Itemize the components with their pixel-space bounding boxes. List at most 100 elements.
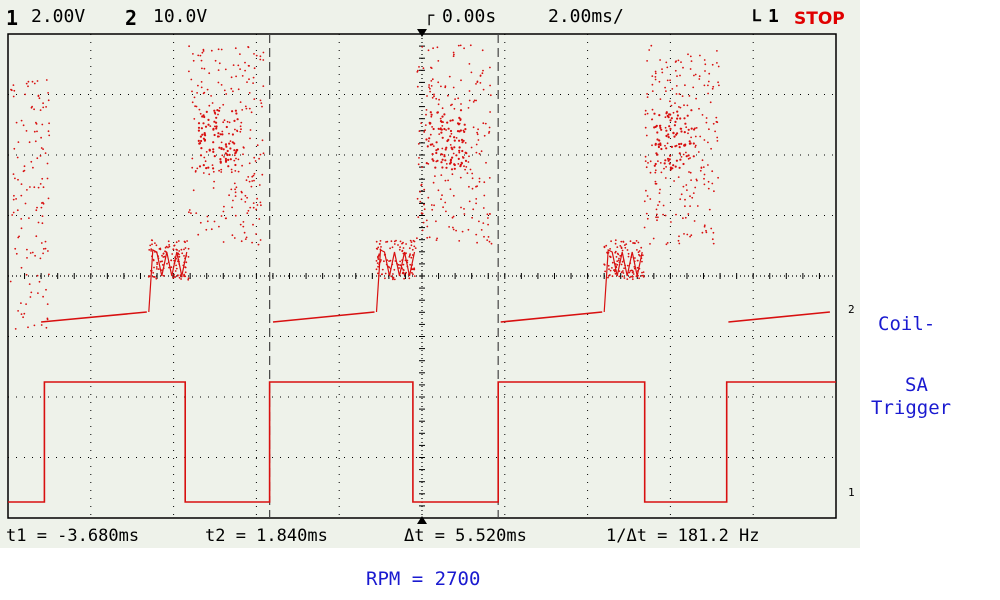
coil-sample-dot [416,237,418,240]
coil-sample-dot [261,139,264,142]
coil-sample-dot [685,155,688,158]
coil-sample-dot [620,240,623,243]
coil-sample-dot [664,177,667,179]
coil-sample-dot [220,141,223,144]
coil-sample-dot [37,292,39,294]
coil-sample-dot [678,152,681,155]
coil-sample-dot [687,213,690,215]
coil-sample-dot [244,238,247,241]
coil-sample-dot [425,162,428,165]
coil-sample-dot [217,48,220,51]
coil-sample-dot [717,176,719,179]
coil-sample-dot [174,256,177,259]
coil-sample-dot [151,243,153,246]
coil-sample-dot [703,139,706,141]
coil-sample-dot [411,271,413,274]
coil-sample-dot [156,268,158,270]
cursor-t1-readout: t1 = -3.680ms [6,526,140,546]
coil-sample-dot [660,171,663,174]
coil-sample-dot [399,240,402,243]
coil-sample-dot [390,275,393,278]
coil-sample-dot [453,146,456,149]
coil-sample-dot [703,177,705,180]
coil-sample-dot [236,118,239,121]
coil-sample-dot [624,264,626,267]
coil-sample-dot [677,239,680,242]
coil-sample-dot [177,258,180,261]
coil-sample-dot [481,72,484,75]
coil-sample-dot [641,271,643,274]
coil-sample-dot [691,196,694,199]
coil-sample-dot [201,67,203,70]
coil-sample-dot [651,108,654,111]
coil-sample-dot [390,240,393,243]
coil-sample-dot [167,240,170,243]
coil-sample-dot [660,128,663,131]
coil-sample-dot [449,159,452,162]
coil-sample-dot [14,177,16,180]
coil-sample-dot [231,133,234,136]
coil-sample-dot [440,131,443,134]
coil-sample-dot [229,158,232,161]
coil-sample-dot [701,114,704,116]
coil-sample-dot [156,263,159,265]
coil-sample-dot [161,260,164,263]
coil-sample-dot [628,271,631,274]
coil-sample-dot [480,229,483,231]
coil-sample-dot [380,259,382,261]
coil-sample-dot [193,118,196,120]
coil-sample-dot [717,65,720,68]
coil-sample-dot [432,145,435,148]
coil-sample-dot [161,264,164,266]
coil-sample-dot [670,117,673,120]
coil-sample-dot [28,141,31,144]
coil-sample-dot [180,248,183,251]
coil-sample-dot [678,242,681,245]
coil-sample-dot [248,78,250,81]
trigger-top-marker [417,29,427,37]
coil-sample-dot [262,85,265,87]
coil-sample-dot [616,263,619,266]
coil-sample-dot [656,153,659,156]
coil-sample-dot [196,92,199,94]
coil-sample-dot [440,161,443,164]
coil-sample-dot [397,263,400,266]
coil-sample-dot [666,157,670,160]
coil-sample-dot [669,154,672,157]
coil-sample-dot [684,198,686,201]
coil-sample-dot [197,84,199,87]
coil-sample-dot [228,121,231,124]
coil-sample-dot [695,97,697,100]
coil-sample-dot [631,276,634,278]
coil-sample-dot [167,246,169,249]
coil-sample-dot [676,117,679,120]
coil-sample-dot [441,125,444,127]
coil-sample-dot [194,105,197,108]
coil-sample-dot [489,66,491,69]
coil-sample-dot [449,119,452,122]
coil-sample-dot [26,257,28,259]
coil-sample-dot [431,153,434,156]
coil-sample-dot [488,240,491,243]
coil-sample-dot [40,242,43,244]
coil-sample-dot [222,148,225,151]
coil-sample-dot [489,111,491,113]
coil-sample-dot [701,231,704,234]
coil-sample-dot [708,208,711,211]
coil-sample-dot [259,201,262,204]
coil-sample-dot [632,242,634,244]
coil-sample-dot [213,109,216,112]
coil-sample-dot [231,234,234,237]
coil-sample-dot [654,169,657,172]
coil-sample-dot [683,131,686,134]
coil-sample-dot [404,259,407,262]
coil-sample-dot [168,266,170,269]
coil-sample-dot [682,185,685,188]
coil-sample-dot [151,255,153,258]
coil-sample-dot [12,211,15,214]
coil-sample-dot [379,248,382,251]
coil-sample-dot [436,111,439,114]
coil-sample-dot [161,254,163,257]
coil-sample-dot [426,95,428,97]
coil-sample-dot [452,228,455,231]
